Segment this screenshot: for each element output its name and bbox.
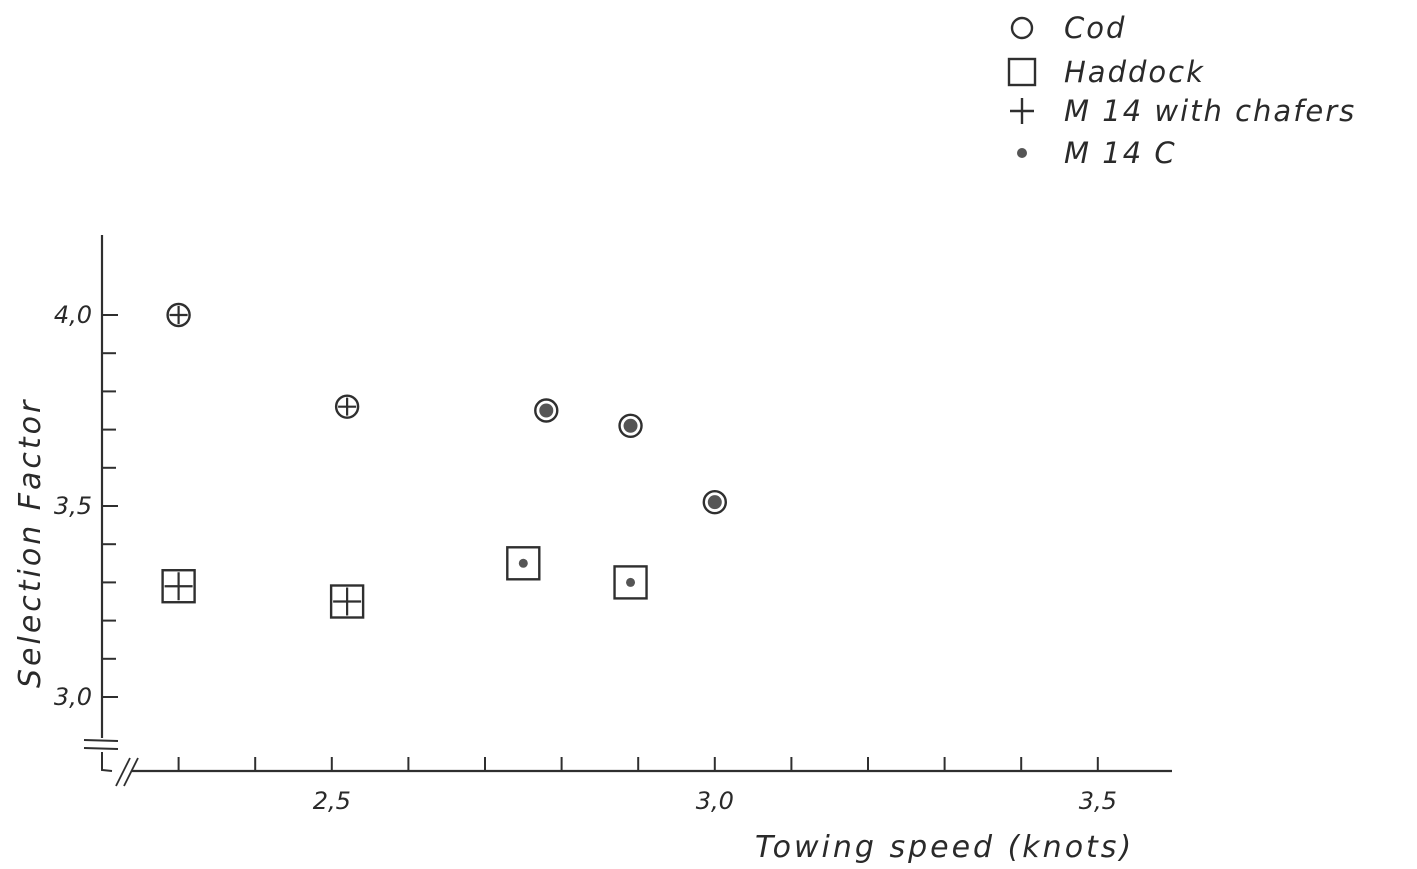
y-tick-label: 3,5 (54, 492, 92, 520)
haddock-marker (613, 565, 648, 600)
haddock-marker (161, 569, 196, 604)
legend-item-circle: Cod (1010, 11, 1126, 45)
m14-chafers-marker (169, 306, 188, 324)
cod-marker (618, 413, 643, 438)
y-ticks: 3,0 3,5 4,0 (54, 301, 118, 711)
legend-label: M 14 with chafers (1064, 94, 1356, 128)
haddock-marker (329, 584, 365, 619)
cod-marker (334, 394, 360, 419)
data-points (161, 302, 727, 619)
y-axis-title: Selection Factor (13, 398, 48, 688)
cod-marker (702, 489, 727, 515)
haddock-marker (506, 546, 541, 581)
cod-m14-chafers-point (334, 394, 360, 419)
legend-item-dot: M 14 C (1017, 136, 1177, 170)
cod-m14c-point (618, 413, 643, 438)
legend: Cod Haddock M 14 with chafers M 14 C (1007, 11, 1356, 170)
cod-m14c-point (702, 489, 727, 515)
legend-square-symbol (1007, 57, 1037, 87)
x-ticks: 2,5 3,0 3,5 (177, 757, 1117, 815)
legend-label: M 14 C (1064, 136, 1177, 170)
haddock-m14-chafers-point (161, 569, 196, 604)
legend-dot-symbol (1017, 148, 1027, 158)
x-axis-break (115, 757, 139, 787)
axis-corner (101, 752, 113, 772)
m14c-marker (518, 558, 528, 568)
x-tick-label: 2,5 (313, 787, 351, 815)
x-axis-title: Towing speed (knots) (755, 830, 1134, 865)
axes (83, 235, 1172, 787)
cod-m14-chafers-point (166, 302, 191, 328)
m14-chafers-marker (338, 397, 357, 416)
x-tick-label: 3,5 (1079, 787, 1117, 815)
y-tick-label: 3,0 (54, 683, 92, 711)
y-axis-break (83, 739, 119, 750)
legend-item-square: Haddock (1007, 55, 1205, 89)
m14c-marker (707, 495, 722, 510)
legend-label: Haddock (1064, 55, 1205, 89)
legend-circle-symbol (1010, 16, 1034, 40)
legend-plus-symbol (1010, 98, 1034, 124)
haddock-m14-chafers-point (329, 584, 365, 619)
y-tick-label: 4,0 (54, 301, 92, 329)
m14c-marker (623, 418, 638, 433)
haddock-m14c-point (613, 565, 648, 600)
m14-chafers-marker (164, 572, 193, 601)
m14c-marker (626, 577, 636, 587)
cod-m14c-point (534, 398, 559, 423)
legend-item-plus: M 14 with chafers (1010, 94, 1356, 128)
m14-chafers-marker (333, 587, 362, 616)
cod-marker (166, 302, 191, 328)
cod-marker (534, 398, 559, 423)
haddock-m14c-point (506, 546, 541, 581)
x-tick-label: 3,0 (696, 787, 734, 815)
legend-label: Cod (1064, 11, 1126, 45)
m14c-marker (539, 403, 554, 418)
